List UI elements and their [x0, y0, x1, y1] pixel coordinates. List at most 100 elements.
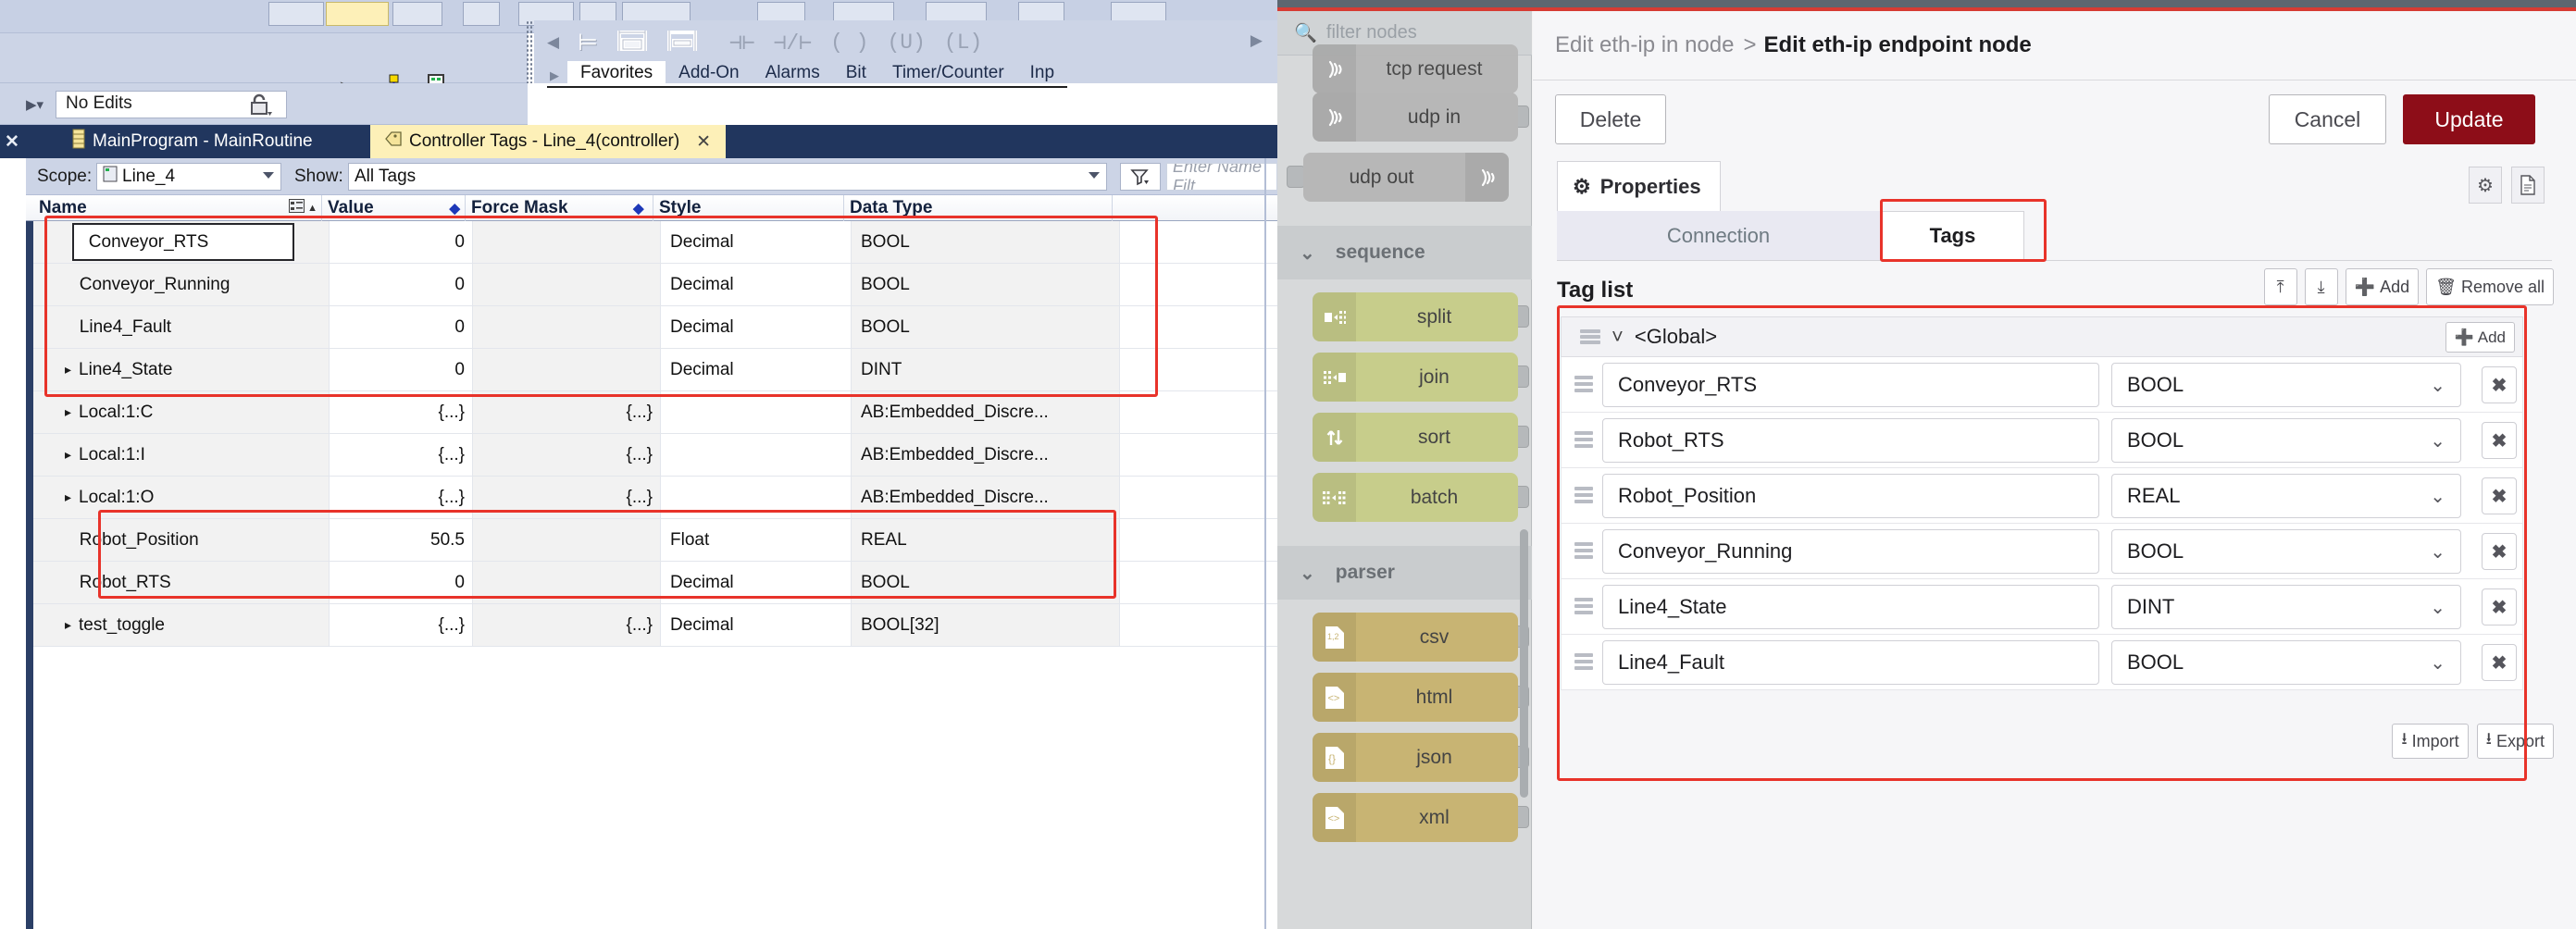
expand-triangle-icon[interactable]: ▸ — [65, 489, 72, 504]
import-button[interactable]: ⭳ Import — [2392, 724, 2469, 759]
cell-data-type[interactable]: BOOL — [852, 306, 1120, 348]
palette-node-split[interactable]: split — [1313, 292, 1518, 341]
cell-data-type[interactable]: AB:Embedded_Discre... — [852, 477, 1120, 518]
export-button[interactable]: ⭳ Export — [2476, 724, 2554, 759]
chevron-down-icon[interactable]: ⌄ — [1300, 242, 1315, 264]
tag-row[interactable]: Conveyor_RTS BOOL ⌄ ✖ — [1561, 357, 2523, 413]
tag-row[interactable]: Robot_Position REAL ⌄ ✖ — [1561, 468, 2523, 524]
tab-alarms[interactable]: Alarms — [765, 63, 820, 82]
tag-name-input[interactable]: Robot_RTS — [1602, 418, 2099, 463]
tab-properties[interactable]: ⚙ Properties — [1557, 161, 1721, 211]
xio-contact-icon[interactable]: ⊣/⊢ — [773, 31, 813, 56]
cell-name[interactable]: Conveyor_RTS — [33, 221, 330, 263]
cell-value[interactable]: {...} — [330, 434, 473, 476]
cell-force-mask[interactable] — [473, 349, 661, 390]
palette-node-json[interactable]: {} json — [1313, 733, 1518, 782]
table-row[interactable]: ▸ Line4_State 0 Decimal DINT — [33, 349, 1277, 391]
delete-tag-button[interactable]: ✖ — [2482, 588, 2517, 626]
table-row[interactable]: Conveyor_Running 0 Decimal BOOL — [33, 264, 1277, 306]
delete-tag-button[interactable]: ✖ — [2482, 533, 2517, 570]
table-row[interactable]: ▸ test_toggle {...} {...} Decimal BOOL[32] — [33, 604, 1277, 647]
tag-type-select[interactable]: BOOL ⌄ — [2111, 529, 2461, 574]
cell-force-mask[interactable]: {...} — [473, 604, 661, 646]
tag-name-input[interactable]: Conveyor_Running — [1602, 529, 2099, 574]
cell-spacer[interactable] — [1120, 349, 1277, 390]
cell-style[interactable] — [661, 434, 852, 476]
delete-tag-button[interactable]: ✖ — [2482, 477, 2517, 514]
chevron-down-icon[interactable] — [263, 172, 274, 179]
tag-name-input[interactable]: Conveyor_RTS — [1602, 363, 2099, 407]
cell-style[interactable] — [661, 477, 852, 518]
chevron-left-icon[interactable]: ◀ — [547, 33, 560, 51]
branch-icon[interactable] — [616, 29, 648, 57]
cell-value[interactable]: {...} — [330, 604, 473, 646]
table-row[interactable]: Line4_Fault 0 Decimal BOOL — [33, 306, 1277, 349]
tag-row[interactable]: Robot_RTS BOOL ⌄ ✖ — [1561, 413, 2523, 468]
cell-data-type[interactable]: BOOL — [852, 221, 1120, 263]
tag-row[interactable]: Conveyor_Running BOOL ⌄ ✖ — [1561, 524, 2523, 579]
gear-icon[interactable]: ⚙ — [2469, 167, 2502, 204]
tab-add-on[interactable]: Add-On — [678, 63, 740, 82]
column-config-icon[interactable] — [289, 198, 305, 218]
palette-node-html[interactable]: <> html — [1313, 673, 1518, 722]
cell-value[interactable]: {...} — [330, 391, 473, 433]
palette-scrollbar[interactable] — [1520, 529, 1528, 798]
cell-name[interactable]: ▸ Line4_State — [33, 349, 330, 390]
tag-row[interactable]: Line4_Fault BOOL ⌄ ✖ — [1561, 635, 2523, 690]
drag-handle-icon[interactable] — [1574, 487, 1593, 503]
description-doc-icon[interactable] — [2511, 167, 2545, 204]
cell-style[interactable] — [661, 391, 852, 433]
cell-style[interactable]: Decimal — [661, 604, 852, 646]
otl-coil-icon[interactable]: (L) — [943, 31, 983, 55]
cell-name[interactable]: Robot_RTS — [33, 562, 330, 603]
cell-data-type[interactable]: BOOL — [852, 264, 1120, 305]
cell-value[interactable]: 50.5 — [330, 519, 473, 561]
collapse-all-button[interactable]: ⤒ — [2263, 268, 2297, 305]
cancel-button[interactable]: Cancel — [2269, 94, 2386, 144]
delete-button[interactable]: Delete — [1555, 94, 1666, 144]
palette-category-parser[interactable]: ⌄ parser — [1277, 546, 1532, 600]
cell-style[interactable]: Decimal — [661, 349, 852, 390]
expand-triangle-icon[interactable]: ▸ — [65, 447, 72, 462]
cell-style[interactable]: Decimal — [661, 221, 852, 263]
show-filter-select[interactable]: All Tags — [348, 163, 1107, 191]
cell-spacer[interactable] — [1120, 477, 1277, 518]
cell-name[interactable]: ▸ Local:1:O — [33, 477, 330, 518]
branch-level-icon[interactable] — [666, 29, 698, 57]
palette-node-join[interactable]: join — [1313, 353, 1518, 402]
tag-name-input[interactable]: Line4_Fault — [1602, 640, 2099, 685]
tag-grid[interactable]: Conveyor_RTS 0 Decimal BOOL Conveyor_Runnin… — [26, 216, 1277, 929]
table-row[interactable]: ▸ Local:1:O {...} {...} AB:Embedded_Discre..… — [33, 477, 1277, 519]
cell-force-mask[interactable] — [473, 221, 661, 263]
tag-group-global[interactable]: ˅ <Global> ➕ Add — [1561, 316, 2523, 357]
cell-value[interactable]: 0 — [330, 306, 473, 348]
cell-spacer[interactable] — [1120, 264, 1277, 305]
cell-style[interactable]: Decimal — [661, 264, 852, 305]
table-row[interactable]: Robot_RTS 0 Decimal BOOL — [33, 562, 1277, 604]
tab-favorites[interactable]: Favorites — [567, 61, 666, 86]
palette-node-batch[interactable]: batch — [1313, 473, 1518, 522]
cell-value[interactable]: 0 — [330, 221, 473, 263]
chevron-down-icon[interactable]: ⌄ — [2430, 653, 2445, 674]
cell-force-mask[interactable] — [473, 519, 661, 561]
drag-handle-icon[interactable] — [1574, 431, 1593, 448]
close-tab-icon[interactable]: ✕ — [696, 131, 712, 152]
delete-tag-button[interactable]: ✖ — [2482, 644, 2517, 681]
cell-spacer[interactable] — [1120, 434, 1277, 476]
close-x-icon[interactable]: ✕ — [5, 132, 19, 152]
expand-triangle-icon[interactable]: ▸ — [65, 404, 72, 419]
ascending-arrow-icon[interactable]: ▲ — [307, 203, 317, 214]
tag-name-input[interactable]: Line4_State — [1602, 585, 2099, 629]
tag-name-editor[interactable]: Conveyor_RTS — [71, 223, 294, 261]
chevron-down-icon[interactable] — [1089, 172, 1100, 179]
cell-name[interactable]: ▸ Local:1:I — [33, 434, 330, 476]
tab-input[interactable]: Inp — [1029, 63, 1055, 82]
funnel-filter-icon[interactable] — [1120, 163, 1161, 191]
chevron-down-icon[interactable]: ⌄ — [2430, 376, 2445, 396]
cell-value[interactable]: 0 — [330, 562, 473, 603]
palette-category-sequence[interactable]: ⌄ sequence — [1277, 226, 1532, 279]
cell-name[interactable]: ▸ Local:1:C — [33, 391, 330, 433]
rung-icon[interactable]: ⊨ — [578, 30, 598, 57]
drag-handle-icon[interactable] — [1574, 376, 1593, 392]
cell-data-type[interactable]: AB:Embedded_Discre... — [852, 391, 1120, 433]
